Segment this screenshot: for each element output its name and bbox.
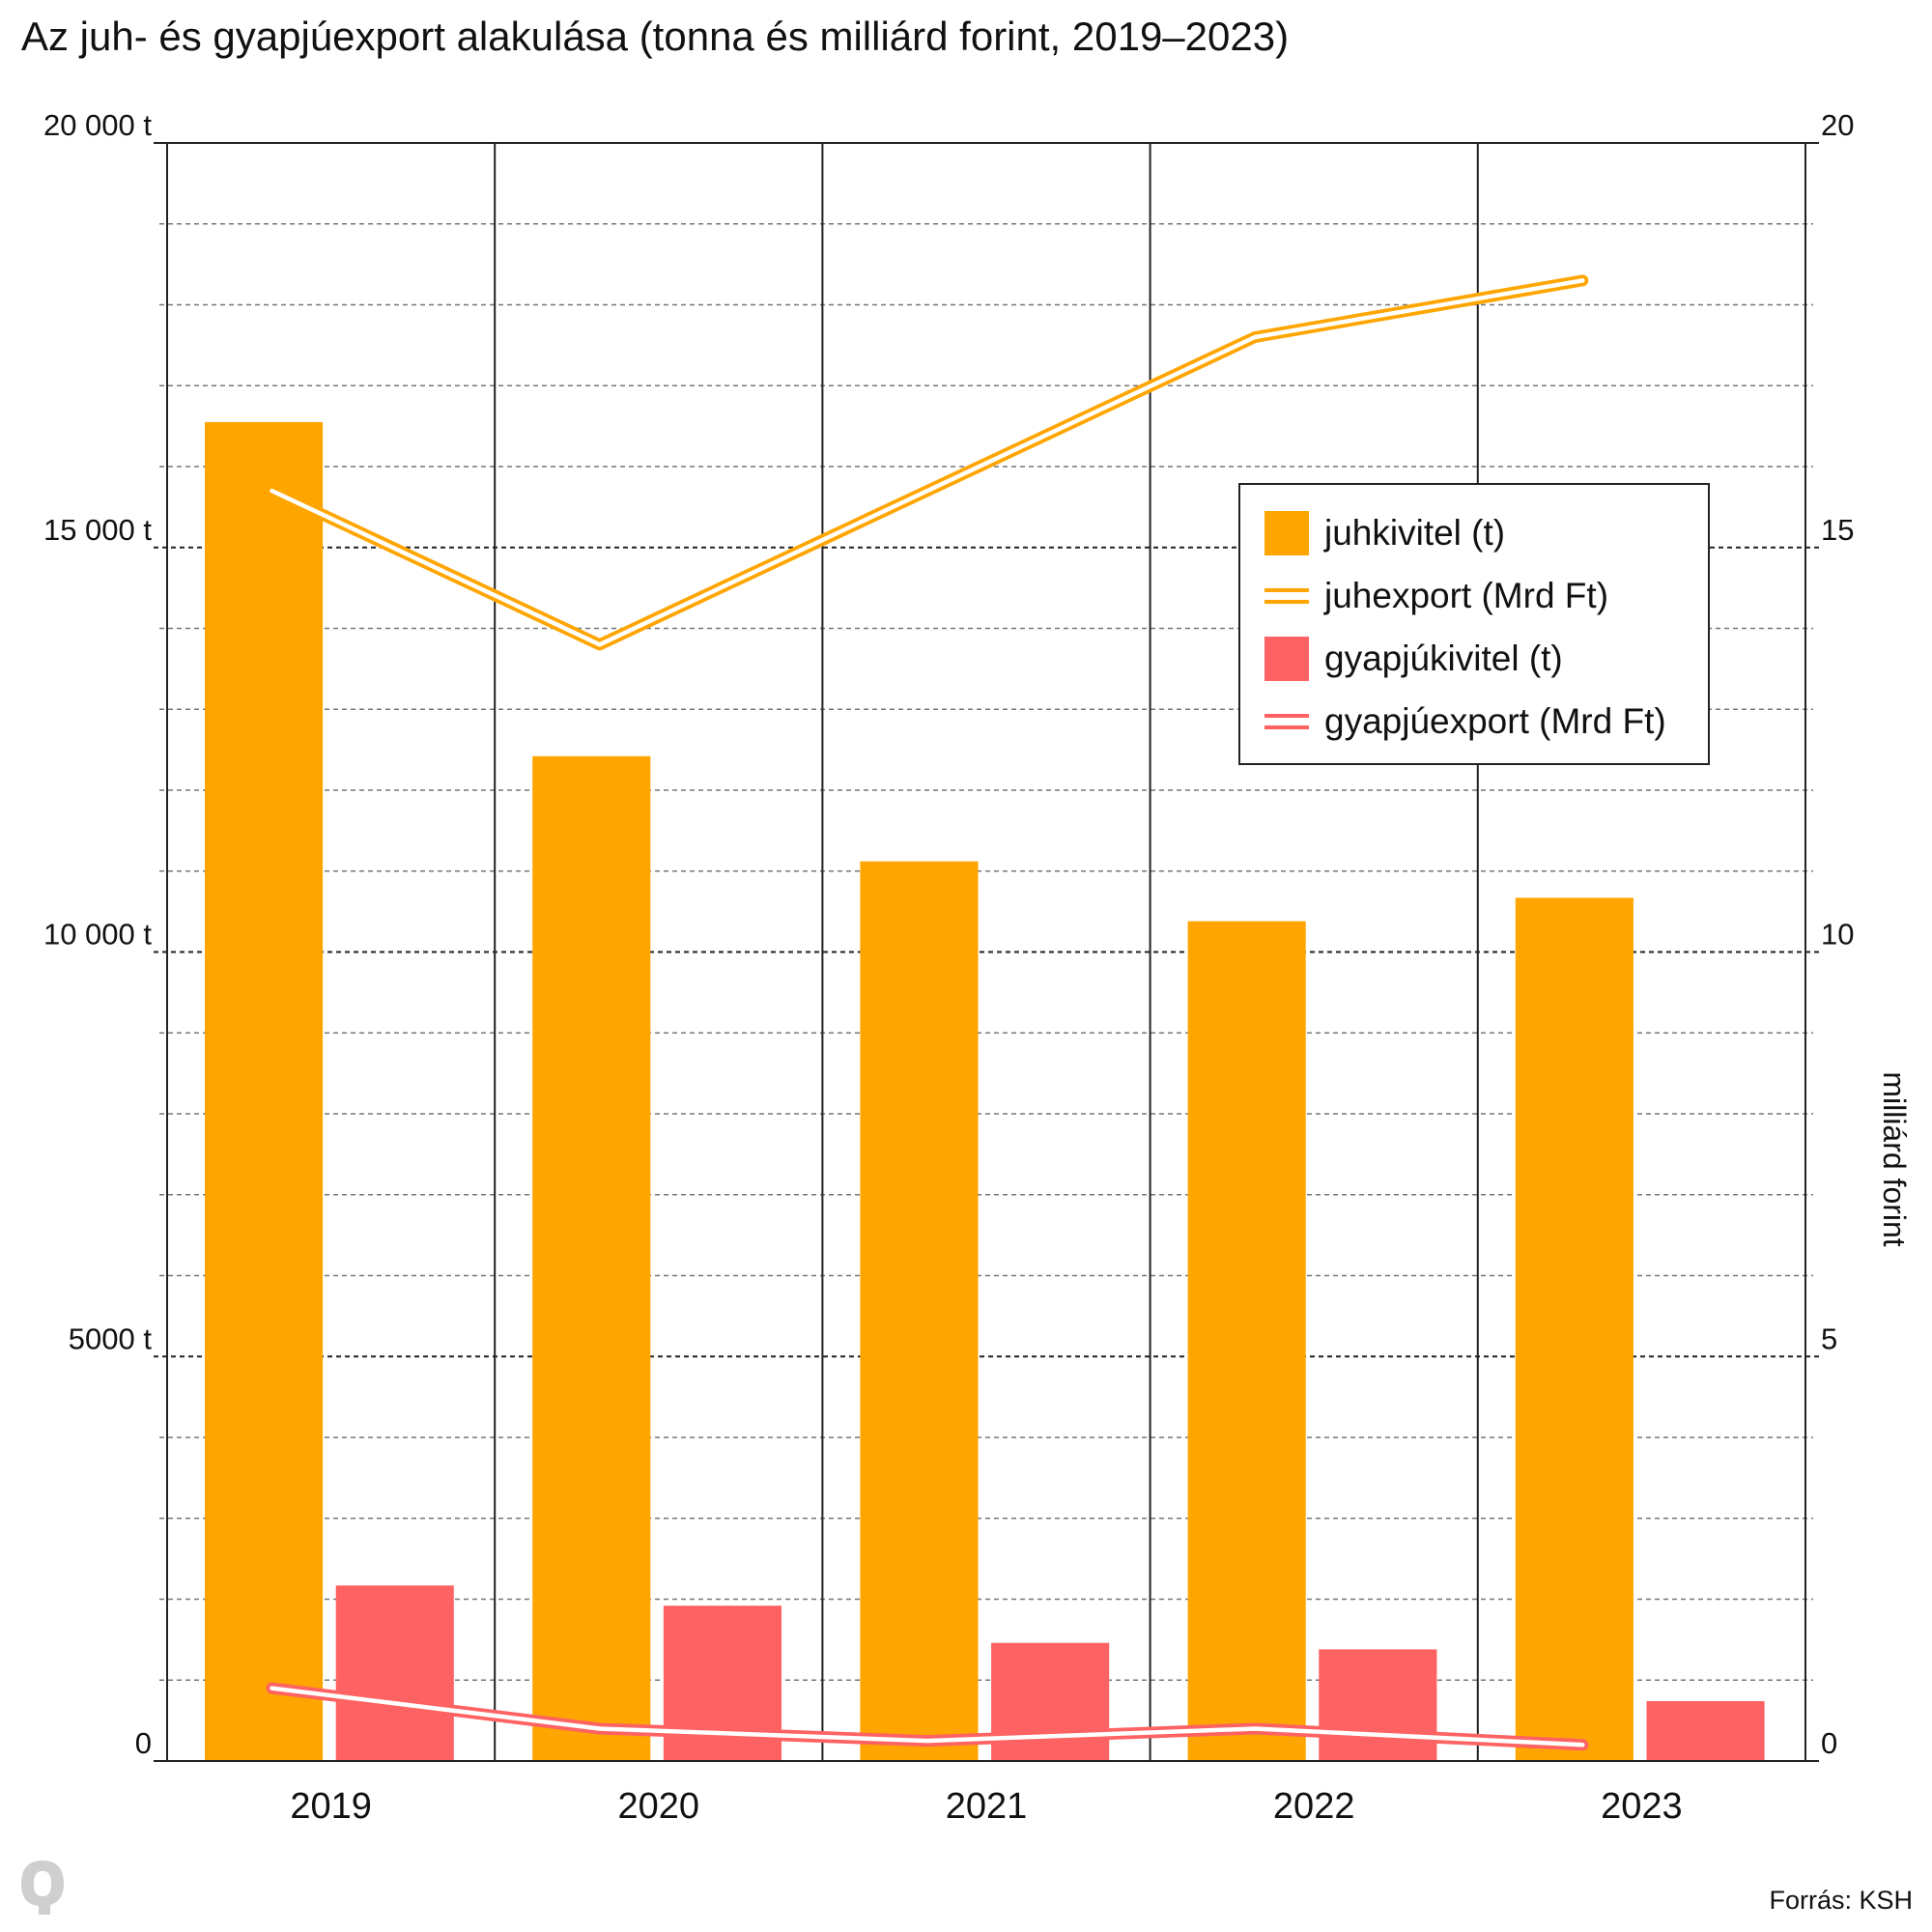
- legend-item-juhexport: juhexport (Mrd Ft): [1264, 572, 1608, 620]
- bar-juhkivitel-2022: [1187, 921, 1306, 1761]
- legend-label: juhkivitel (t): [1324, 513, 1506, 553]
- legend-item-gyapjuexport: gyapjúexport (Mrd Ft): [1264, 697, 1666, 746]
- y-right-tick-label: 15: [1821, 513, 1854, 547]
- legend: juhkivitel (t) juhexport (Mrd Ft) gyapjú…: [1238, 483, 1710, 765]
- line-juhexport-inner: [270, 278, 1585, 647]
- legend-label: juhexport (Mrd Ft): [1324, 576, 1609, 615]
- y-left-tick-label: 10 000 t: [43, 918, 152, 952]
- y-right-tick-label: 0: [1821, 1726, 1837, 1760]
- legend-item-juhkivitel: juhkivitel (t): [1264, 509, 1505, 557]
- bar-gyapjukivitel-2022: [1319, 1649, 1437, 1761]
- legend-swatch-juhkivitel: [1264, 511, 1309, 555]
- legend-label: gyapjúkivitel (t): [1324, 639, 1563, 678]
- x-tick-label: 2021: [946, 1786, 1028, 1827]
- bar-juhkivitel-2019: [205, 421, 324, 1761]
- y-left-tick-label: 0: [135, 1726, 152, 1760]
- logo-q: [21, 1861, 64, 1915]
- legend-line-juhexport: [1264, 574, 1309, 618]
- source-note: Forrás: KSH: [1769, 1886, 1913, 1915]
- bar-juhkivitel-2020: [532, 755, 651, 1762]
- line-gyapjuexport-inner: [270, 1686, 1585, 1747]
- bar-gyapjukivitel-2019: [335, 1585, 454, 1761]
- y-right-axis-title: milliárd forint: [1877, 1071, 1912, 1246]
- x-tick-label: 2020: [618, 1786, 700, 1827]
- y-left-tick-label: 15 000 t: [43, 513, 152, 547]
- y-right-tick-label: 5: [1821, 1321, 1837, 1355]
- legend-item-gyapjukivitel: gyapjúkivitel (t): [1264, 635, 1563, 683]
- bar-juhkivitel-2023: [1515, 897, 1634, 1761]
- legend-label: gyapjúexport (Mrd Ft): [1324, 701, 1666, 741]
- x-tick-label: 2023: [1601, 1786, 1683, 1827]
- y-left-tick-label: 20 000 t: [43, 108, 152, 142]
- x-tick-label: 2019: [290, 1786, 372, 1827]
- x-tick-label: 2022: [1273, 1786, 1355, 1827]
- legend-swatch-gyapjukivitel: [1264, 637, 1309, 681]
- y-right-tick-label: 20: [1821, 108, 1854, 142]
- chart-title: Az juh- és gyapjúexport alakulása (tonna…: [21, 14, 1290, 59]
- y-left-tick-label: 5000 t: [69, 1321, 153, 1355]
- legend-line-gyapjuexport: [1264, 699, 1309, 744]
- bar-gyapjukivitel-2023: [1646, 1701, 1765, 1761]
- bar-juhkivitel-2021: [860, 861, 979, 1761]
- y-right-tick-label: 10: [1821, 918, 1854, 952]
